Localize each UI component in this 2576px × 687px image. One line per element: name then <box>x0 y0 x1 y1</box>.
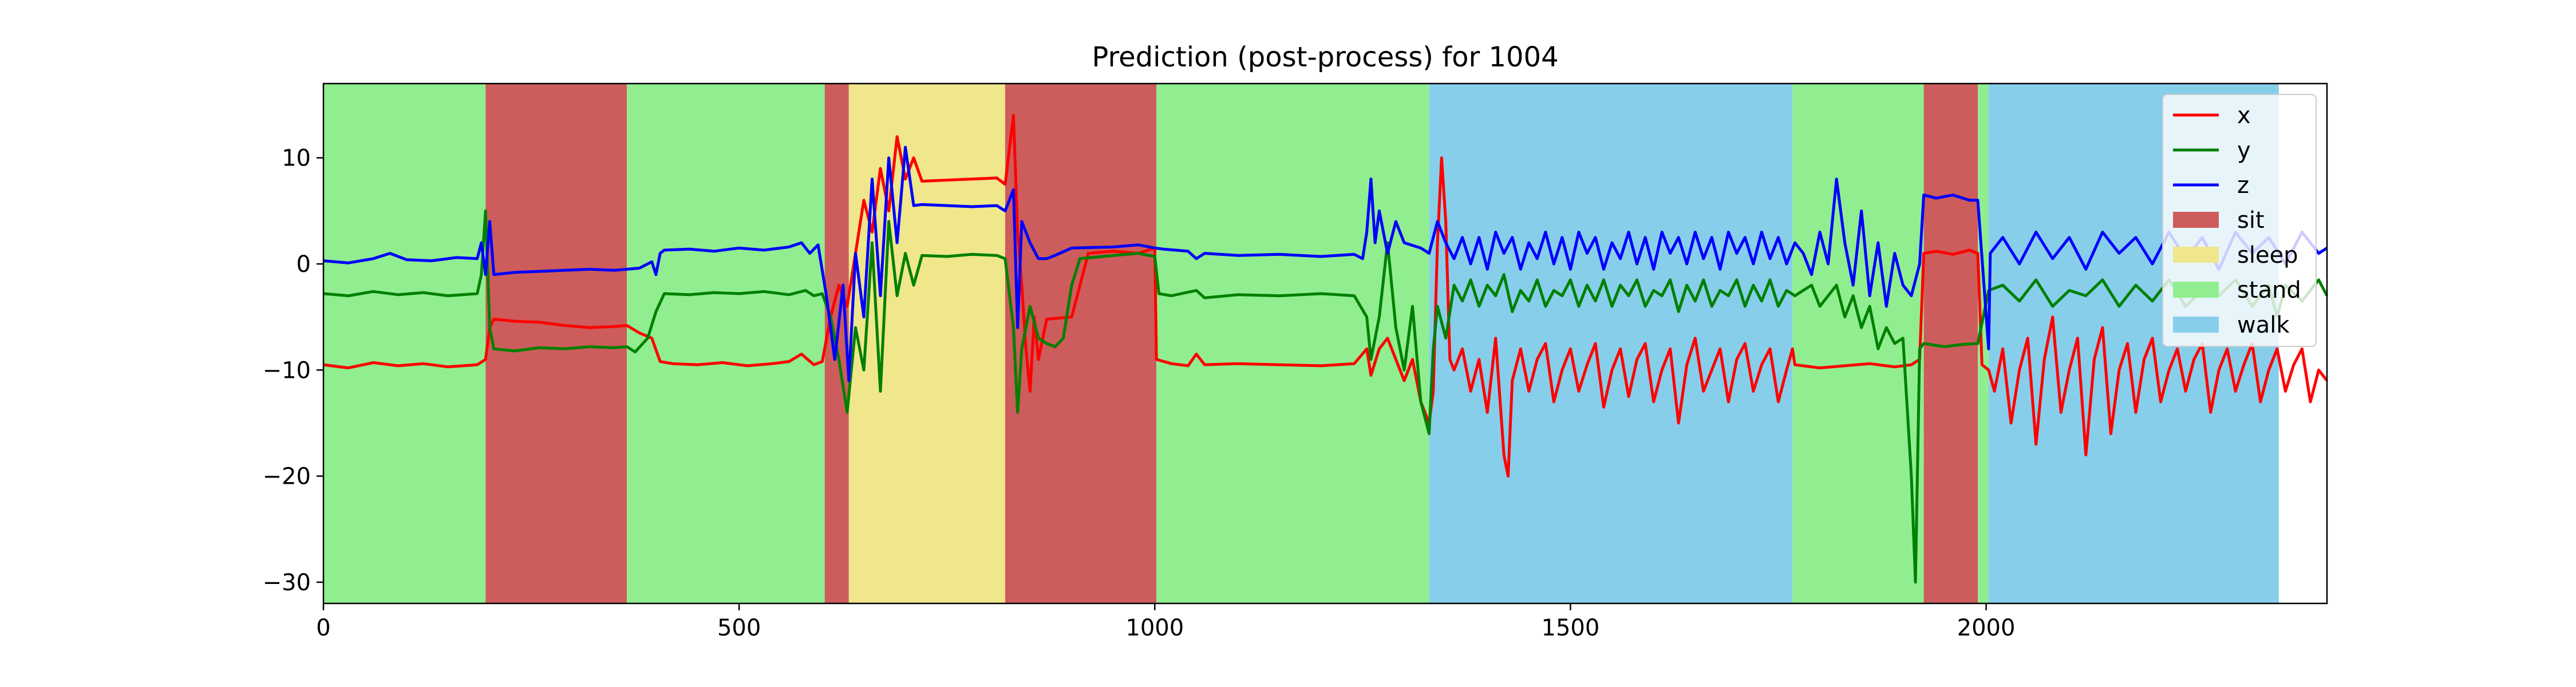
chart-title: Prediction (post-process) for 1004 <box>1092 41 1558 73</box>
x-tick-label: 0 <box>316 615 330 641</box>
legend-swatch-sit <box>2173 212 2219 228</box>
legend-label-sit: sit <box>2237 207 2265 234</box>
x-tick-label: 2000 <box>1957 615 2016 641</box>
band-sit-5 <box>1005 84 1157 603</box>
legend-label-z: z <box>2237 172 2249 199</box>
y-tick-label: 10 <box>282 145 311 172</box>
legend-label-stand: stand <box>2237 277 2301 303</box>
x-axis: 0 500 1000 1500 2000 <box>316 603 2015 641</box>
band-stand-0 <box>323 84 486 603</box>
band-stand-10 <box>1978 84 1989 603</box>
series-y-line <box>323 209 2329 584</box>
legend-swatch-stand <box>2173 282 2219 298</box>
y-axis: 10 0 −10 −20 −30 <box>263 145 323 596</box>
legend: xyz sit sleep stand walk <box>2162 94 2317 347</box>
series-z-line <box>323 145 2328 382</box>
band-stand-2 <box>627 84 825 603</box>
y-tick-label: −10 <box>263 357 311 384</box>
y-tick-label: 0 <box>297 251 311 278</box>
x-tick-label: 1000 <box>1125 615 1184 641</box>
legend-swatch-sleep <box>2173 247 2219 263</box>
x-tick-label: 1500 <box>1542 615 1600 641</box>
activity-bands <box>323 84 2279 603</box>
y-tick-label: −20 <box>263 464 311 490</box>
legend-label-sleep: sleep <box>2237 242 2298 269</box>
x-tick-label: 500 <box>717 615 761 641</box>
legend-swatch-walk <box>2173 317 2219 333</box>
band-sleep-4 <box>848 84 1005 603</box>
band-walk-7 <box>1429 84 1793 603</box>
plot-frame <box>322 82 2328 605</box>
y-tick-label: −30 <box>263 570 311 596</box>
legend-label-x: x <box>2237 102 2251 129</box>
legend-label-y: y <box>2237 137 2251 164</box>
band-sit-1 <box>485 84 627 603</box>
legend-label-walk: walk <box>2237 312 2290 338</box>
series-lines <box>323 114 2329 584</box>
